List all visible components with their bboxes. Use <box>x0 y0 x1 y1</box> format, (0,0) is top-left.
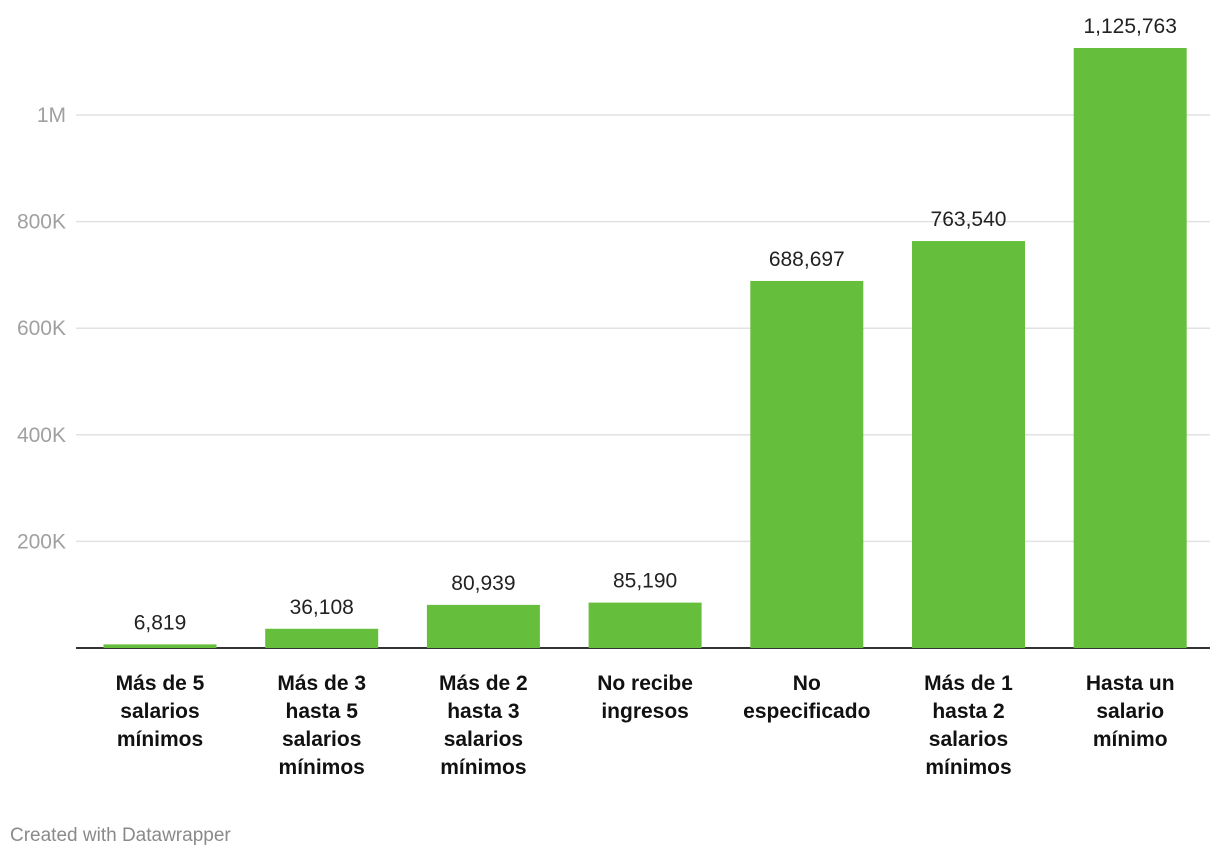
x-category-label-line: Hasta un <box>1086 672 1175 695</box>
value-label: 1,125,763 <box>1083 15 1176 38</box>
bars <box>103 48 1187 648</box>
x-category-label-line: Más de 1 <box>924 672 1013 695</box>
x-category-label-line: salarios <box>929 728 1008 751</box>
y-tick-label: 600K <box>17 317 66 340</box>
x-category-label: Más de 3 hasta 5 salarios mínimos <box>277 672 366 779</box>
y-tick-label: 200K <box>17 530 66 553</box>
value-label: 36,108 <box>290 596 354 619</box>
x-category-label-line: salarios <box>282 728 361 751</box>
x-category-label: Más de 1 hasta 2 salarios mínimos <box>924 672 1013 779</box>
bar-1 <box>103 644 217 648</box>
value-label: 688,697 <box>769 248 845 271</box>
bar-5 <box>750 280 864 648</box>
labels: 200K 400K 600K 800K 1M 6,819 Más de 5 salarios m… <box>17 15 1177 779</box>
value-label: 6,819 <box>134 611 187 634</box>
x-category-label-line: Más de 3 <box>277 672 366 695</box>
value-label: 85,190 <box>613 570 677 593</box>
x-category-label-line: Más de 2 <box>439 672 528 695</box>
x-category-label: No recibe ingresos <box>597 672 693 723</box>
x-category-label-line: No recibe <box>597 672 693 695</box>
x-category-label-line: Más de 5 <box>116 672 205 695</box>
x-category-label: Hasta un salario mínimo <box>1086 672 1175 751</box>
value-label: 80,939 <box>451 572 515 595</box>
x-category-label-line: especificado <box>743 700 870 723</box>
x-category-label-line: mínimo <box>1093 728 1168 751</box>
bar-4 <box>588 602 702 648</box>
value-label: 763,540 <box>931 208 1007 231</box>
x-category-label-line: ingresos <box>601 700 689 723</box>
x-category-label-line: No <box>793 672 821 695</box>
x-category-label-line: salarios <box>120 700 199 723</box>
datawrapper-credit[interactable]: Created with Datawrapper <box>10 825 231 846</box>
bar-7 <box>1073 48 1187 648</box>
y-tick-label: 400K <box>17 424 66 447</box>
bar-2 <box>265 628 379 648</box>
x-category-label-line: hasta 2 <box>932 700 1004 723</box>
y-tick-label: 800K <box>17 211 66 234</box>
x-category-label: Más de 5 salarios mínimos <box>116 672 205 751</box>
x-category-label: No especificado <box>743 672 870 723</box>
x-category-label-line: mínimos <box>925 756 1011 779</box>
x-category-label-line: salarios <box>444 728 523 751</box>
x-category-label-line: salario <box>1096 700 1164 723</box>
bar-3 <box>426 604 540 648</box>
x-category-label: Más de 2 hasta 3 salarios mínimos <box>439 672 528 779</box>
x-category-label-line: mínimos <box>279 756 365 779</box>
x-category-label-line: mínimos <box>117 728 203 751</box>
x-category-label-line: mínimos <box>440 756 526 779</box>
bar-6 <box>912 241 1025 648</box>
x-category-label-line: hasta 5 <box>286 700 359 723</box>
y-tick-label: 1M <box>37 104 66 127</box>
gridlines <box>76 114 1210 649</box>
x-category-label-line: hasta 3 <box>447 700 519 723</box>
